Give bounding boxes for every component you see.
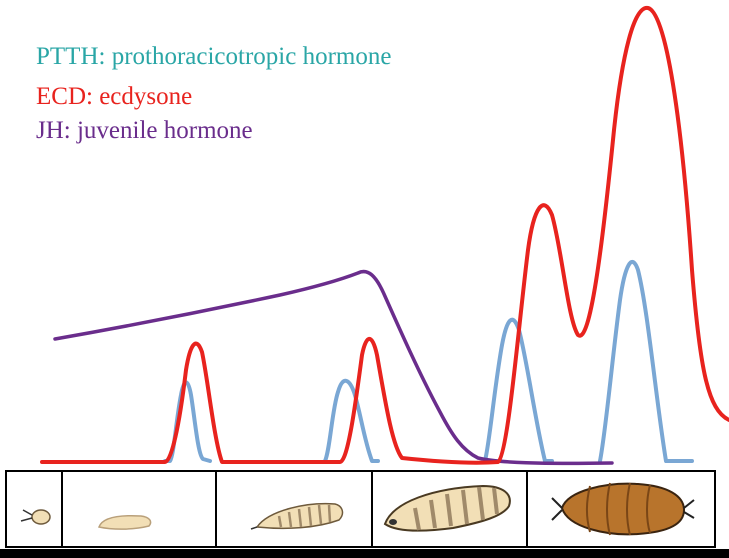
first-instar-larva-icon <box>97 514 152 530</box>
third-instar-larva-icon <box>383 484 511 532</box>
ptth-curve <box>163 260 694 463</box>
legend-ptth-label: PTTH: prothoracicotropic hormone <box>36 43 392 70</box>
stage-cell-egg <box>7 472 63 546</box>
jh-curve <box>53 269 614 466</box>
stage-strip <box>5 470 716 548</box>
legend-jh: JH: juvenile hormone <box>36 118 253 143</box>
legend-jh-label: JH: juvenile hormone <box>36 117 253 144</box>
pupa-icon <box>551 482 695 536</box>
ecd-curve <box>40 6 729 465</box>
legend-ptth: PTTH: prothoracicotropic hormone <box>36 44 391 69</box>
stage-cell-second-instar <box>217 472 373 546</box>
stage-cell-third-instar <box>373 472 528 546</box>
egg-icon <box>20 509 51 525</box>
second-instar-larva-icon <box>250 502 344 530</box>
legend-ecd-label: ECD: ecdysone <box>36 83 193 110</box>
stage-cell-first-instar <box>63 472 217 546</box>
legend-ecd: ECD: ecdysone <box>36 84 192 109</box>
stage-cell-pupa <box>528 472 714 546</box>
